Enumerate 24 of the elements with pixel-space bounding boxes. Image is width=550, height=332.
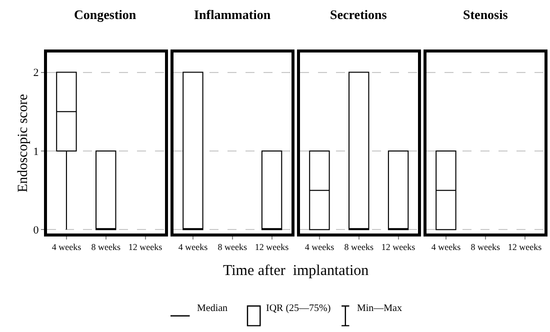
x-tick-label: 4 weeks <box>431 242 462 252</box>
chart-title: Inflammation <box>194 7 272 22</box>
y-tick-label: 0 <box>33 224 40 237</box>
x-tick-label: 4 weeks <box>52 242 82 252</box>
text: IQR (25—75%) <box>266 303 331 314</box>
x-tick-label: 8 weeks <box>218 242 248 252</box>
x-tick-label: 12 weeks <box>508 242 542 252</box>
y-tick-label: 1 <box>33 146 39 158</box>
x-tick-label: 8 weeks <box>344 242 374 252</box>
x-tick-label: 4 weeks <box>304 242 335 252</box>
x-tick-label: 12 weeks <box>254 242 290 252</box>
x-axis-title: Time after implantation <box>223 263 370 279</box>
text: Median <box>197 303 228 314</box>
chart-title: Congestion <box>74 7 137 22</box>
text: Min—Max <box>357 303 402 314</box>
chart-title: Stenosis <box>463 7 508 22</box>
y-tick-label: 2 <box>33 67 39 80</box>
x-tick-label: 12 weeks <box>128 242 163 252</box>
x-tick-label: 4 weeks <box>178 242 208 252</box>
x-tick-label: 12 weeks <box>381 242 416 252</box>
chart-title: Secretions <box>330 7 387 22</box>
y-axis-title: Endoscopic score <box>16 94 32 192</box>
x-tick-label: 8 weeks <box>470 242 500 252</box>
x-tick-label: 8 weeks <box>91 242 121 252</box>
